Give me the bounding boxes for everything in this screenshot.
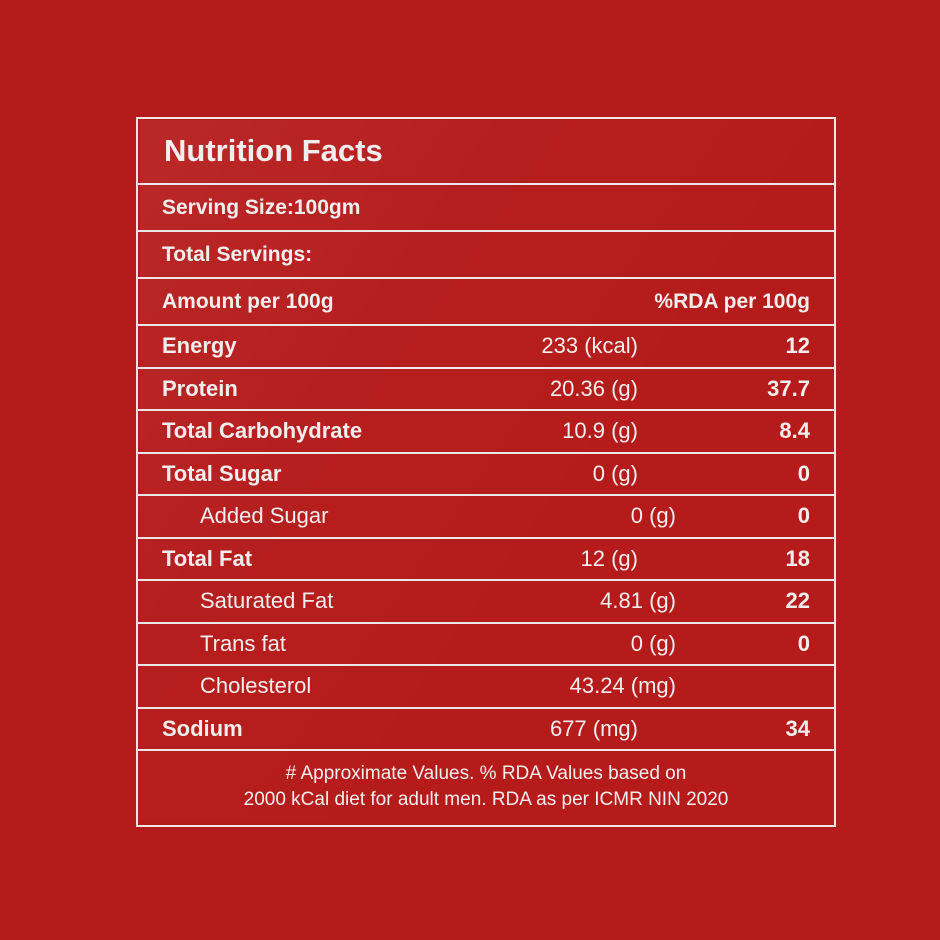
nutrient-row-trans-fat: Trans fat 0 (g) 0 [138,624,834,666]
nutrient-amount: 20.36 (g) [549,375,638,401]
nutrient-rda: 0 [797,503,810,529]
nutrient-rda: 8.4 [779,418,810,444]
nutrient-name: Protein [162,375,238,401]
nutrient-row-total-carbohydrate: Total Carbohydrate 10.9 (g) 8.4 [138,411,834,454]
total-servings-row: Total Servings: [138,232,834,279]
nutrient-amount: 10.9 (g) [562,418,638,444]
footnote: # Approximate Values. % RDA Values based… [138,751,834,825]
nutrient-rda: 0 [797,460,810,486]
total-servings: Total Servings: [162,242,313,266]
nutrient-name: Total Fat [162,545,253,571]
nutrient-amount: 0 (g) [630,630,676,656]
column-header-row: Amount per 100g %RDA per 100g [138,279,834,326]
nutrient-rda: 12 [785,333,810,359]
nutrient-row-protein: Protein 20.36 (g) 37.7 [138,369,834,411]
amount-header: Amount per 100g [162,289,334,313]
nutrient-amount: 233 (kcal) [541,333,638,359]
nutrient-row-sodium: Sodium 677 (mg) 34 [138,709,834,751]
nutrient-rda: 18 [785,545,810,571]
nutrient-name: Energy [162,333,237,359]
nutrient-rda: 37.7 [767,375,810,401]
nutrient-amount: 4.81 (g) [600,588,676,614]
nutrient-name: Saturated Fat [200,588,334,614]
nutrient-row-total-fat: Total Fat 12 (g) 18 [138,539,834,581]
serving-size: Serving Size:100gm [162,195,361,219]
nutrition-facts-panel: Nutrition Facts Serving Size:100gm Total… [136,117,836,827]
nutrient-amount: 12 (g) [580,545,638,571]
nutrient-amount: 43.24 (mg) [569,673,676,699]
footnote-line-2: 2000 kCal diet for adult men. RDA as per… [243,789,729,810]
nutrient-row-saturated-fat: Saturated Fat 4.81 (g) 22 [138,581,834,624]
nutrient-rda: 34 [785,715,810,741]
footnote-line-1: # Approximate Values. % RDA Values based… [285,763,687,784]
nutrient-amount: 0 (g) [592,460,638,486]
nutrient-name: Cholesterol [200,673,312,699]
title-row: Nutrition Facts [138,119,834,185]
nutrient-row-energy: Energy 233 (kcal) 12 [138,326,834,369]
nutrient-row-cholesterol: Cholesterol 43.24 (mg) [138,666,834,709]
nutrient-name: Added Sugar [200,503,329,529]
nutrient-name: Trans fat [200,630,286,656]
nutrient-name: Total Carbohydrate [162,418,363,444]
nutrient-amount: 677 (mg) [549,715,638,741]
nutrient-rda: 0 [797,630,810,656]
panel-title: Nutrition Facts [164,133,383,168]
nutrient-name: Total Sugar [162,460,282,486]
serving-size-row: Serving Size:100gm [138,185,834,232]
nutrient-name: Sodium [162,715,243,741]
nutrient-rda: 22 [785,588,810,614]
rda-header: %RDA per 100g [654,289,810,313]
nutrient-amount: 0 (g) [630,503,676,529]
nutrient-row-added-sugar: Added Sugar 0 (g) 0 [138,496,834,539]
nutrient-row-total-sugar: Total Sugar 0 (g) 0 [138,454,834,496]
